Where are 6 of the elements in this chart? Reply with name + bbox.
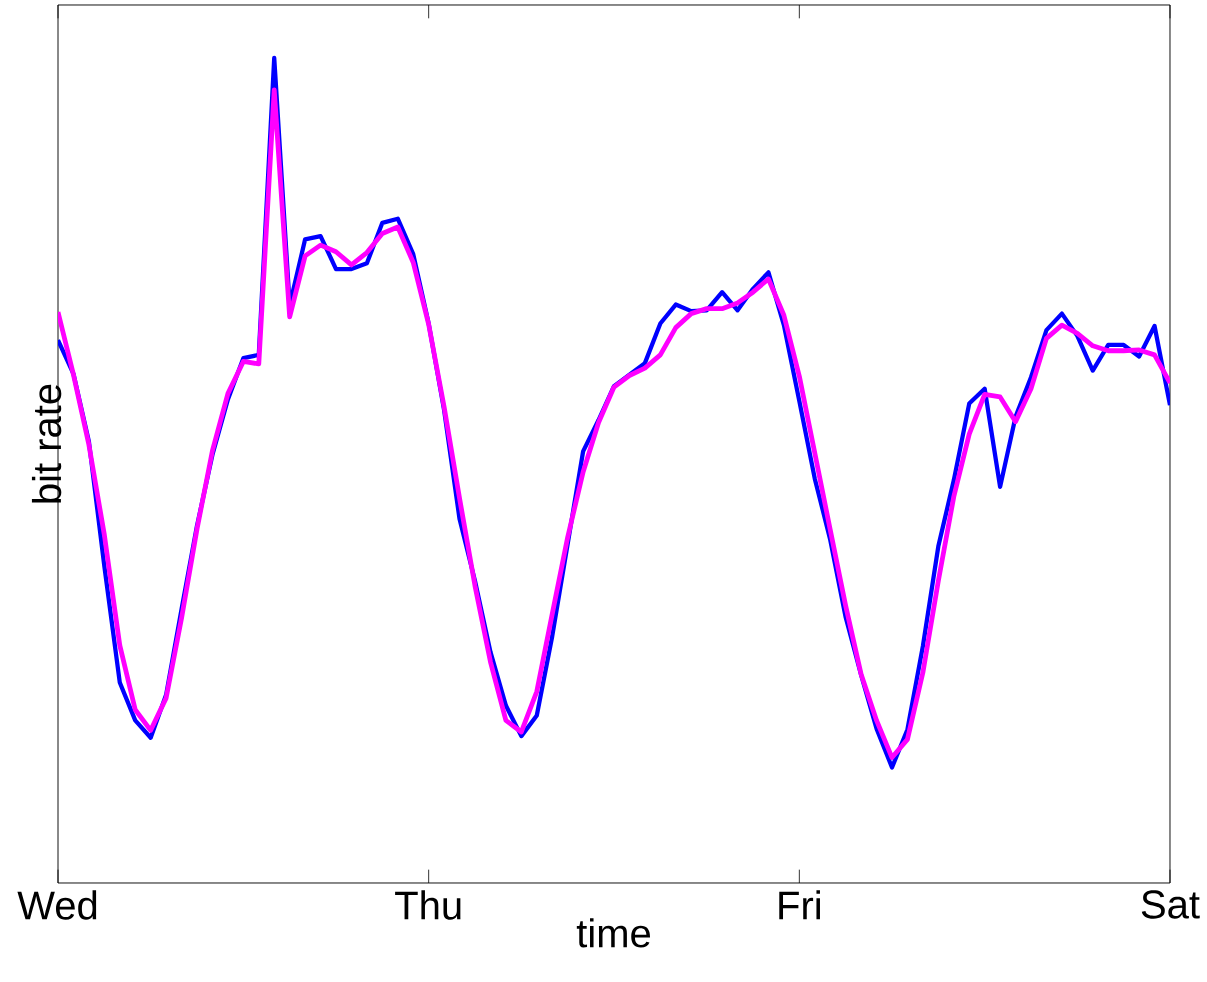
y-axis-title: bit rate	[31, 384, 62, 503]
x-tick-label: Fri	[779, 890, 820, 920]
x-tick-label: Wed	[17, 890, 97, 920]
x-tick-label: Sat	[1141, 890, 1200, 919]
x-tick-label: Thu	[395, 890, 461, 920]
x-axis-title: time	[576, 918, 651, 948]
